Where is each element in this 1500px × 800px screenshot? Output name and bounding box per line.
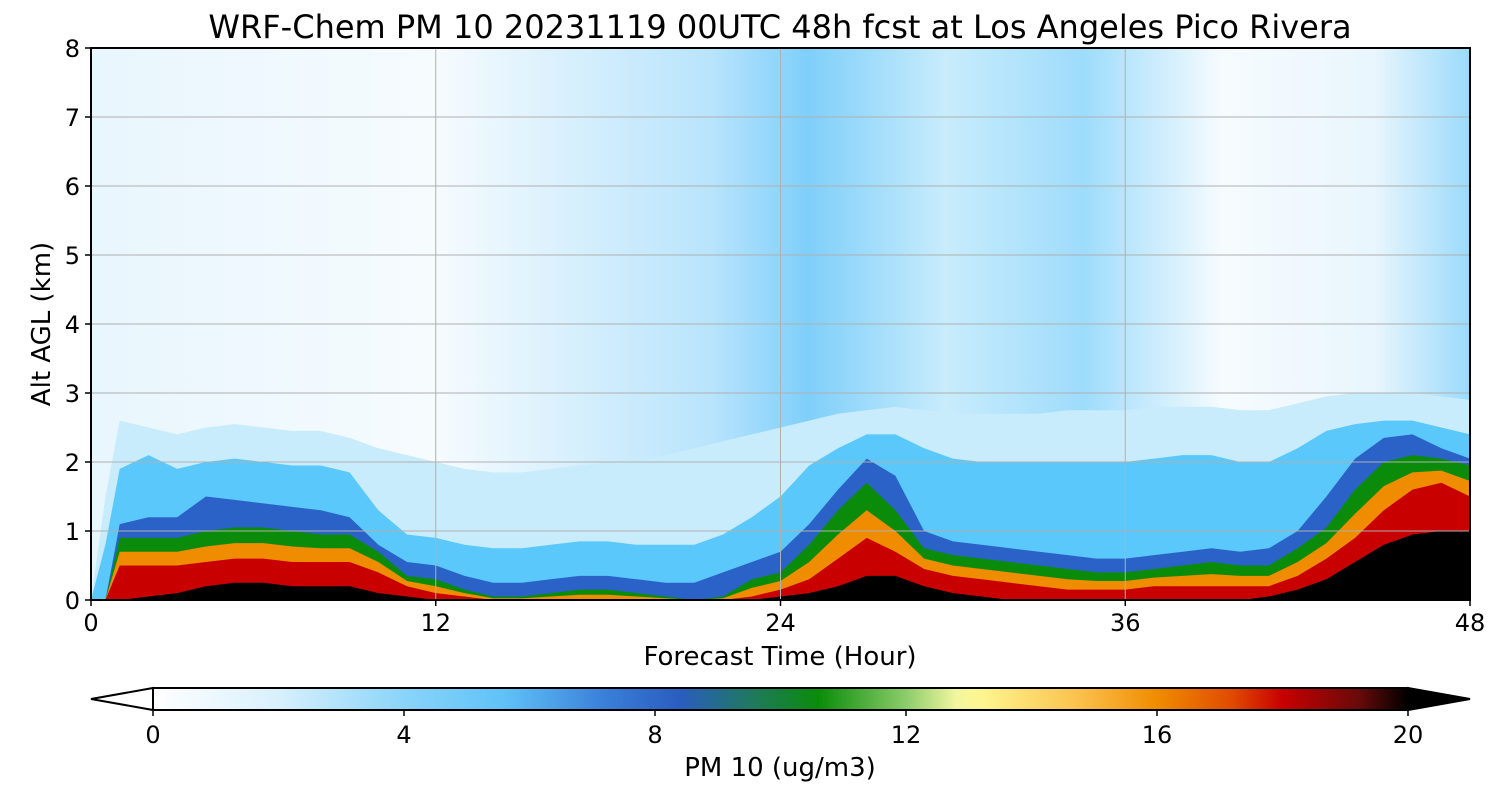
y-tick-label: 4 xyxy=(65,311,80,339)
y-tick-label: 2 xyxy=(65,449,80,477)
y-tick-label: 6 xyxy=(65,173,80,201)
colorbar-tick-label: 20 xyxy=(1393,721,1424,749)
colorbar-under-arrow xyxy=(90,686,154,712)
x-tick-label: 0 xyxy=(83,609,98,637)
x-tick-label: 48 xyxy=(1455,609,1486,637)
colorbar-tick-label: 12 xyxy=(891,721,922,749)
x-tick-label: 12 xyxy=(420,609,451,637)
y-tick-label: 8 xyxy=(65,35,80,63)
colorbar-label: PM 10 (ug/m3) xyxy=(684,753,876,783)
y-tick-label: 3 xyxy=(65,380,80,408)
x-tick-label: 36 xyxy=(1110,609,1141,637)
colorbar-tick-label: 8 xyxy=(647,721,662,749)
colorbar-tick-label: 0 xyxy=(145,721,160,749)
y-axis-ticks: 0 1 2 3 4 5 6 7 8 xyxy=(65,35,91,615)
layer-black xyxy=(91,531,1470,600)
x-axis-label: Forecast Time (Hour) xyxy=(643,642,916,672)
colorbar-ticks: 0 4 8 12 16 20 xyxy=(145,710,1423,749)
colorbar-tick-label: 4 xyxy=(396,721,411,749)
x-axis-ticks: 0 12 24 36 48 xyxy=(83,600,1485,637)
y-tick-label: 5 xyxy=(65,242,80,270)
colorbar: 0 4 8 12 16 20 PM 10 (ug/m3) xyxy=(90,686,1471,783)
y-tick-label: 0 xyxy=(65,587,80,615)
x-tick-label: 24 xyxy=(765,609,796,637)
colorbar-body xyxy=(152,687,1409,711)
y-tick-label: 1 xyxy=(65,518,80,546)
colorbar-tick-label: 16 xyxy=(1142,721,1173,749)
colorbar-over-arrow xyxy=(1407,686,1471,712)
y-axis-label: Alt AGL (km) xyxy=(27,242,57,406)
y-tick-label: 7 xyxy=(65,104,80,132)
chart-title: WRF-Chem PM 10 20231119 00UTC 48h fcst a… xyxy=(208,8,1351,46)
